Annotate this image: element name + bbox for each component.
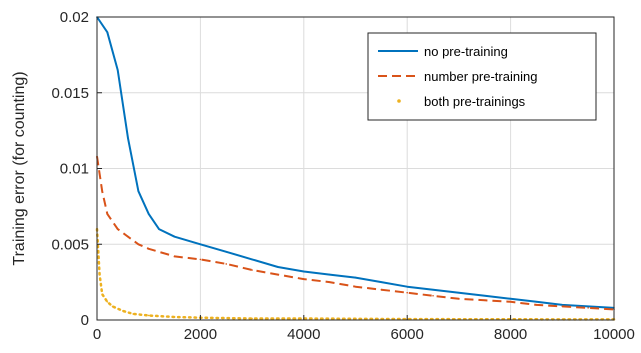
series-number-pre-training-point bbox=[127, 235, 129, 238]
series-no-pre-training-point bbox=[147, 213, 150, 215]
series-no-pre-training-point bbox=[587, 305, 589, 308]
series-number-pre-training-point bbox=[380, 288, 383, 291]
x-tick-label: 2000 bbox=[184, 326, 217, 343]
series-number-pre-training-point bbox=[587, 307, 589, 309]
series-both-pre-trainings-point bbox=[122, 310, 124, 312]
series-number-pre-training-point bbox=[277, 273, 279, 276]
series-both-pre-trainings-point bbox=[101, 293, 103, 296]
series-no-pre-training-point bbox=[251, 258, 253, 261]
series-number-pre-training-point bbox=[458, 297, 460, 300]
series-no-pre-training-point bbox=[328, 273, 331, 276]
y-tick-label: 0.015 bbox=[51, 85, 89, 102]
series-no-pre-training-point bbox=[127, 137, 129, 139]
y-tick-label: 0 bbox=[81, 312, 89, 329]
series-no-pre-training-point bbox=[380, 281, 383, 283]
series-no-pre-training-point bbox=[509, 297, 512, 300]
series-number-pre-training-point bbox=[432, 294, 434, 297]
series-no-pre-training-point bbox=[225, 251, 228, 253]
x-tick-label: 10000 bbox=[593, 326, 635, 343]
series-number-pre-training-point bbox=[101, 190, 103, 193]
legend-label-no-pre-training: no pre-training bbox=[424, 44, 508, 59]
y-tick-label: 0.02 bbox=[60, 9, 89, 26]
series-number-pre-training-point bbox=[147, 247, 150, 250]
x-tick-label: 0 bbox=[93, 326, 101, 343]
x-tick-label: 8000 bbox=[494, 326, 527, 343]
series-no-pre-training-point bbox=[116, 69, 119, 71]
series-both-pre-trainings-point bbox=[147, 314, 150, 317]
y-axis: 0 0.005 0.01 0.015 0.02 bbox=[51, 9, 102, 329]
series-number-pre-training-point bbox=[225, 263, 228, 265]
series-no-pre-training-point bbox=[458, 291, 460, 294]
series-number-pre-training-point bbox=[328, 281, 331, 283]
y-axis-label: Training error (for counting) bbox=[11, 71, 28, 265]
x-tick-label: 6000 bbox=[391, 326, 424, 343]
series-number-pre-training-point bbox=[116, 228, 119, 230]
series-number-pre-training-point bbox=[106, 213, 109, 215]
legend-label-both-pre-trainings: both pre-trainings bbox=[424, 94, 526, 109]
series-no-pre-training-point bbox=[432, 288, 434, 291]
series-number-pre-training-point bbox=[509, 301, 512, 303]
series-no-pre-training-point bbox=[106, 31, 109, 33]
series-no-pre-training-point bbox=[173, 235, 176, 238]
series-no-pre-training-point bbox=[303, 270, 305, 273]
series-no-pre-training-point bbox=[354, 276, 357, 279]
series-no-pre-training-point bbox=[137, 190, 140, 193]
legend-swatch-both-pre-trainings bbox=[397, 99, 401, 103]
legend: no pre-training number pre-training both p… bbox=[367, 32, 597, 121]
series-number-pre-training-point bbox=[354, 285, 357, 288]
series-number-pre-training-point bbox=[535, 304, 538, 306]
series-number-pre-training-point bbox=[406, 291, 409, 294]
legend-label-number-pre-training: number pre-training bbox=[424, 69, 537, 84]
series-both-pre-trainings-point bbox=[251, 317, 253, 320]
series-no-pre-training-point bbox=[277, 266, 279, 268]
series-no-pre-training-point bbox=[561, 304, 564, 306]
series-both-pre-trainings-point bbox=[111, 305, 114, 308]
series-number-pre-training-point bbox=[137, 243, 140, 246]
series-no-pre-training-point bbox=[158, 228, 160, 230]
series-number-pre-training-point bbox=[303, 278, 305, 280]
series-both-pre-trainings-point bbox=[173, 316, 176, 318]
series-number-pre-training-point bbox=[199, 258, 202, 261]
series-no-pre-training-point bbox=[199, 243, 202, 246]
series-number-pre-training-point bbox=[173, 255, 176, 258]
series-number-pre-training-point bbox=[561, 305, 564, 308]
y-tick-label: 0.01 bbox=[60, 161, 89, 178]
x-tick-label: 4000 bbox=[287, 326, 320, 343]
series-no-pre-training-point bbox=[535, 301, 538, 303]
series-no-pre-training-point bbox=[483, 294, 486, 297]
series-both-pre-trainings-point bbox=[132, 313, 134, 315]
series-no-pre-training-point bbox=[406, 285, 409, 288]
series-both-pre-trainings-point bbox=[98, 273, 101, 276]
series-both-pre-trainings-point bbox=[354, 317, 357, 320]
series-number-pre-training-point bbox=[251, 269, 253, 271]
series-both-pre-trainings-line bbox=[95, 227, 616, 321]
x-axis: 0 2000 4000 6000 8000 10000 bbox=[93, 315, 635, 343]
series-both-pre-trainings-point bbox=[106, 301, 109, 303]
series-number-pre-training-point bbox=[483, 299, 486, 302]
y-tick-label: 0.005 bbox=[51, 236, 89, 253]
